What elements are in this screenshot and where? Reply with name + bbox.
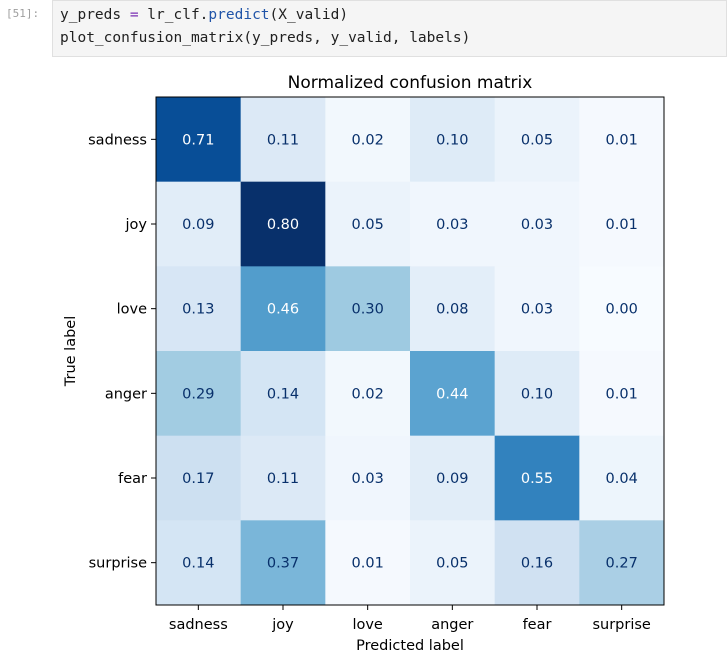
- heatmap-cell: [156, 435, 242, 521]
- heatmap-cell: [156, 266, 242, 352]
- heatmap-cell: [240, 351, 326, 437]
- heatmap-cell: [579, 435, 665, 521]
- y-axis-label: True label: [63, 316, 79, 387]
- code-line-2: plot_confusion_matrix(y_preds, y_valid, …: [60, 30, 471, 46]
- cell-value-label: 0.71: [182, 132, 214, 148]
- cell-value-label: 0.05: [436, 556, 468, 572]
- heatmap-cell: [579, 97, 665, 183]
- heatmap-cell: [410, 266, 496, 352]
- cell-value-label: 0.03: [352, 471, 384, 487]
- cell-value-label: 0.01: [352, 556, 384, 572]
- chart-title: Normalized confusion matrix: [288, 73, 533, 93]
- code-operator: =: [129, 7, 139, 23]
- cell-value-label: 0.03: [521, 217, 553, 233]
- cell-value-label: 0.01: [606, 132, 638, 148]
- code-cell-input[interactable]: y_preds = lr_clf.predict(X_valid) plot_c…: [52, 0, 727, 57]
- cell-value-label: 0.05: [352, 217, 384, 233]
- cell-prompt: [51]:: [6, 7, 40, 20]
- x-tick-label: love: [352, 617, 382, 633]
- cell-value-label: 0.10: [521, 386, 553, 402]
- heatmap-cell: [240, 181, 326, 267]
- cell-value-label: 0.44: [436, 386, 468, 402]
- cell-value-label: 0.27: [606, 556, 638, 572]
- cell-value-label: 0.02: [352, 386, 384, 402]
- cell-value-label: 0.37: [267, 556, 299, 572]
- cell-value-label: 0.14: [182, 556, 214, 572]
- cell-value-label: 0.02: [352, 132, 384, 148]
- code-token: (X_valid): [269, 7, 349, 23]
- cell-value-label: 0.11: [267, 471, 299, 487]
- cell-value-label: 0.80: [267, 217, 299, 233]
- heatmap-cell: [240, 435, 326, 521]
- heatmap-cell: [325, 266, 411, 352]
- cell-value-label: 0.09: [182, 217, 214, 233]
- x-axis-label: Predicted label: [356, 638, 464, 654]
- x-tick-label: sadness: [169, 617, 228, 633]
- heatmap-cell: [410, 520, 496, 606]
- cell-value-label: 0.46: [267, 302, 299, 318]
- cell-value-label: 0.10: [436, 132, 468, 148]
- heatmap-cell: [494, 520, 580, 606]
- x-tick-label: surprise: [592, 617, 650, 633]
- heatmap-cell: [410, 97, 496, 183]
- heatmap-cell: [494, 351, 580, 437]
- heatmap-cell: [494, 97, 580, 183]
- code-token: lr_clf.: [138, 7, 209, 23]
- heatmap-cell: [410, 181, 496, 267]
- heatmap-cell: [410, 351, 496, 437]
- heatmap-cell: [156, 520, 242, 606]
- cell-value-label: 0.03: [521, 302, 553, 318]
- heatmap-cell: [325, 435, 411, 521]
- heatmap-cell: [494, 266, 580, 352]
- heatmap-cell: [410, 435, 496, 521]
- code-token: y_preds: [60, 7, 130, 23]
- heatmap-cell: [240, 97, 326, 183]
- heatmap-cell: [494, 435, 580, 521]
- heatmap-cell: [325, 351, 411, 437]
- x-tick-label: joy: [271, 617, 294, 633]
- cell-value-label: 0.04: [606, 471, 638, 487]
- y-tick-label: surprise: [89, 556, 147, 572]
- cell-value-label: 0.09: [436, 471, 468, 487]
- heatmap-cell: [156, 97, 242, 183]
- y-tick-label: sadness: [88, 132, 147, 148]
- cell-value-label: 0.30: [352, 302, 384, 318]
- y-tick-label: anger: [105, 386, 147, 402]
- cell-value-label: 0.01: [606, 386, 638, 402]
- heatmap-cell: [240, 266, 326, 352]
- heatmap-cell: [494, 181, 580, 267]
- code-method: predict: [208, 7, 270, 23]
- cell-value-label: 0.29: [182, 386, 214, 402]
- plot-frame: [155, 96, 665, 606]
- heatmap-cell: [579, 351, 665, 437]
- heatmap-cell: [579, 266, 665, 352]
- x-tick-label: anger: [431, 617, 473, 633]
- heatmap-cell: [325, 520, 411, 606]
- cell-value-label: 0.11: [267, 132, 299, 148]
- heatmap-cell: [240, 520, 326, 606]
- y-tick-label: joy: [125, 217, 148, 233]
- y-tick-label: fear: [118, 471, 147, 487]
- y-tick-label: love: [117, 302, 147, 318]
- x-tick-label: fear: [523, 617, 552, 633]
- cell-value-label: 0.17: [182, 471, 214, 487]
- code-line-1: y_preds = lr_clf.predict(X_valid): [60, 7, 348, 23]
- heatmap-cell: [156, 351, 242, 437]
- cell-value-label: 0.03: [436, 217, 468, 233]
- heatmap-cell: [325, 181, 411, 267]
- heatmap-cell: [579, 520, 665, 606]
- heatmap-cell: [579, 181, 665, 267]
- cell-value-label: 0.05: [521, 132, 553, 148]
- cell-value-label: 0.01: [606, 217, 638, 233]
- cell-value-label: 0.08: [436, 302, 468, 318]
- cell-value-label: 0.14: [267, 386, 299, 402]
- cell-value-label: 0.13: [182, 302, 214, 318]
- heatmap-cell: [325, 97, 411, 183]
- cell-value-label: 0.55: [521, 471, 553, 487]
- heatmap-cell: [156, 181, 242, 267]
- cell-value-label: 0.16: [521, 556, 553, 572]
- cell-value-label: 0.00: [606, 302, 638, 318]
